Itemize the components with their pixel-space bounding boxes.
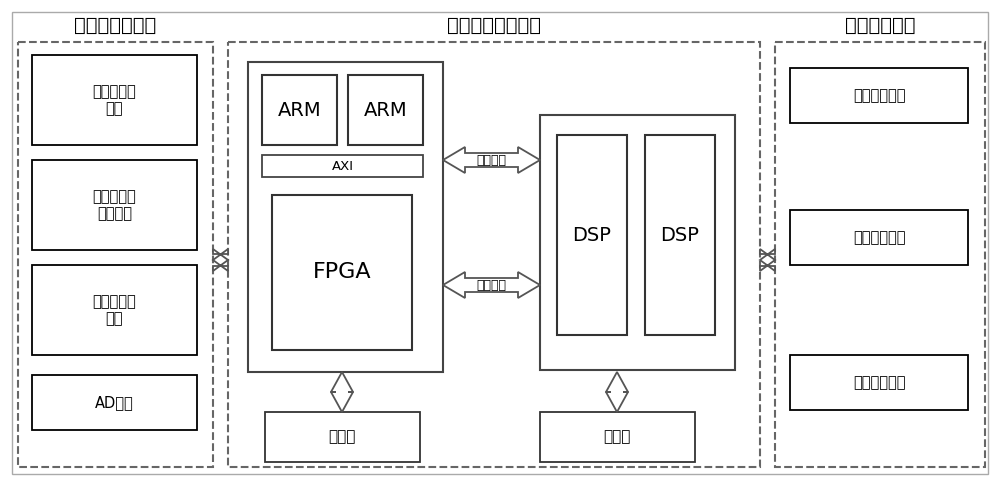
Polygon shape [443, 147, 540, 173]
Bar [348, 75, 423, 145]
Text: 串口通讯接口: 串口通讯接口 [853, 88, 905, 103]
Polygon shape [606, 372, 628, 412]
Bar [645, 135, 715, 335]
Bar [32, 160, 197, 250]
Text: AD接口: AD接口 [95, 395, 134, 410]
Bar [540, 115, 735, 370]
Bar [790, 355, 968, 410]
Text: DSP: DSP [661, 226, 699, 244]
Text: 存储器: 存储器 [603, 430, 631, 445]
Bar [790, 210, 968, 265]
Text: 卫星传感器
接口: 卫星传感器 接口 [93, 294, 136, 326]
Text: 网络传输接口: 网络传输接口 [853, 375, 905, 390]
Bar [775, 42, 985, 467]
Text: 数据输出接口: 数据输出接口 [845, 16, 915, 35]
Text: 图像显示接口: 图像显示接口 [853, 230, 905, 245]
Text: 图像传感器
接口: 图像传感器 接口 [93, 84, 136, 116]
Bar [540, 412, 695, 462]
Text: 惯性姿态传
感器接口: 惯性姿态传 感器接口 [93, 189, 136, 221]
Text: DSP: DSP [573, 226, 611, 244]
Bar [32, 375, 197, 430]
Text: ARM: ARM [278, 101, 322, 120]
Text: 存储器: 存储器 [328, 430, 356, 445]
Bar [265, 412, 420, 462]
Text: 高速互联: 高速互联 [476, 278, 506, 292]
Text: 传感器输入接口: 传感器输入接口 [74, 16, 156, 35]
Polygon shape [443, 272, 540, 298]
Text: 控制通路: 控制通路 [476, 154, 506, 167]
Text: AXI: AXI [332, 159, 354, 173]
Bar [228, 42, 760, 467]
Text: FPGA: FPGA [313, 262, 371, 282]
Bar [790, 68, 968, 123]
Text: 异构多核处理核心: 异构多核处理核心 [447, 16, 541, 35]
Bar [262, 75, 337, 145]
Bar [248, 62, 443, 372]
Bar [262, 155, 423, 177]
Bar [18, 42, 213, 467]
Bar [32, 265, 197, 355]
Bar [557, 135, 627, 335]
Polygon shape [760, 249, 775, 271]
Text: ARM: ARM [364, 101, 408, 120]
Bar [272, 195, 412, 350]
Polygon shape [331, 372, 353, 412]
Polygon shape [213, 249, 228, 271]
Bar [32, 55, 197, 145]
